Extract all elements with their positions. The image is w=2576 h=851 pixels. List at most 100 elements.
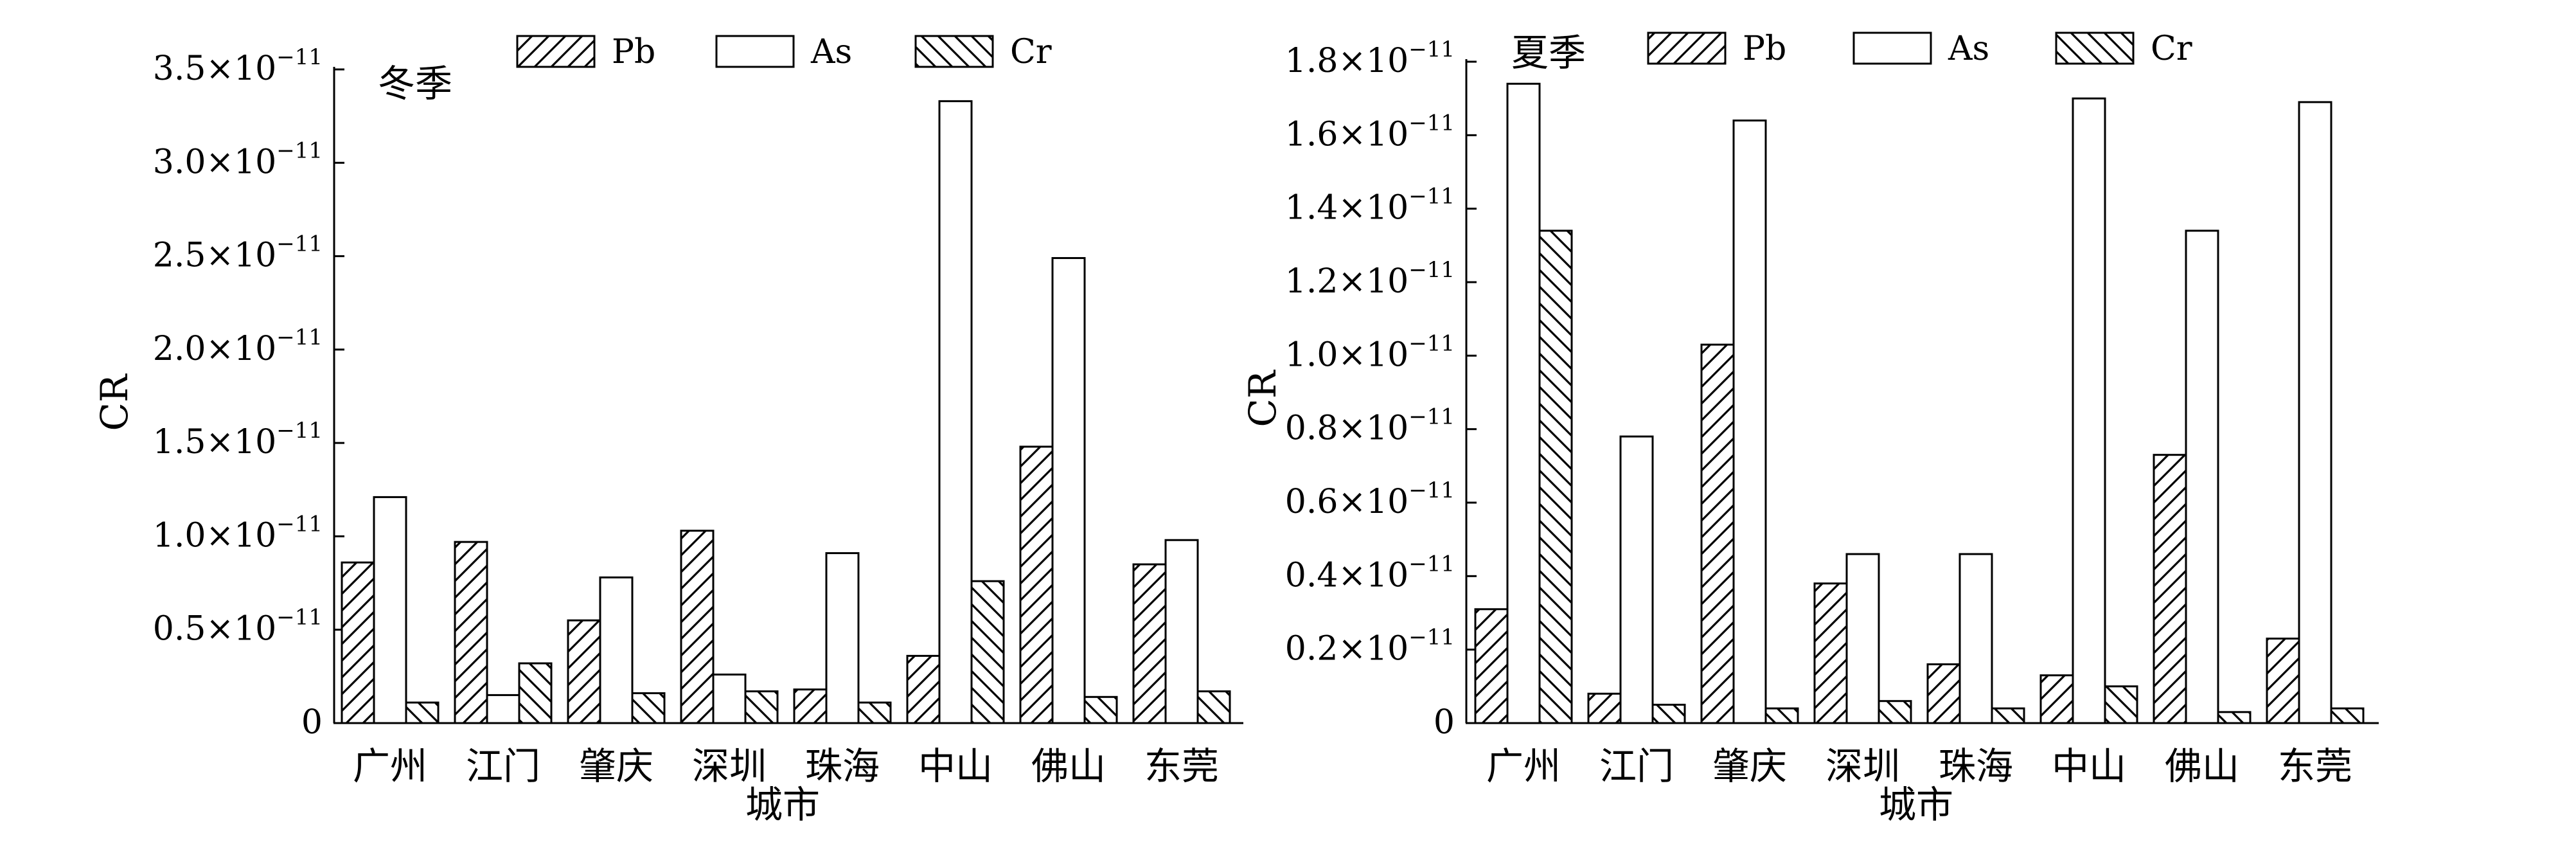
y-tick-label: 1.0×10−11	[153, 511, 323, 555]
bar-pb-2	[567, 619, 601, 724]
bar-as-6	[2185, 229, 2219, 724]
bar-as-2	[1732, 119, 1767, 724]
bar-as-6	[1051, 256, 1086, 724]
bar-pb-1	[1587, 692, 1622, 724]
legend-swatch-as	[715, 35, 795, 68]
legend-swatch-pb	[516, 35, 596, 68]
y-tick-label: 1.2×10−11	[1285, 257, 1455, 301]
bar-cr-3	[744, 690, 779, 724]
x-tick-label: 肇庆	[579, 744, 653, 788]
bar-cr-7	[1196, 690, 1231, 724]
x-axis-label: 城市	[1879, 783, 1953, 827]
y-tick-label: 1.4×10−11	[1285, 184, 1455, 228]
bar-as-3	[1845, 553, 1880, 724]
bar-pb-5	[2039, 674, 2074, 724]
bar-as-0	[373, 496, 407, 724]
legend-swatch-cr	[2055, 31, 2135, 65]
bar-as-7	[1164, 539, 1199, 724]
y-tick-label: 1.5×10−11	[153, 418, 323, 461]
bar-as-1	[486, 694, 520, 724]
bar-pb-6	[2153, 454, 2187, 724]
x-tick-label: 江门	[466, 744, 540, 788]
x-tick-label: 深圳	[1825, 744, 1900, 788]
bar-cr-4	[857, 701, 892, 724]
bar-as-7	[2298, 101, 2332, 724]
y-tick-label: 3.0×10−11	[153, 138, 323, 181]
bar-as-3	[712, 673, 747, 724]
bar-pb-5	[906, 654, 941, 724]
bar-pb-7	[2266, 638, 2300, 724]
summer-chart-panel: 0 0.2×10−11 0.4×10−11 0.6×10−11 0.8×10−11 1.0…	[1241, 30, 2379, 827]
legend-label-as: As	[810, 33, 852, 71]
winter-chart-panel: 0 0.5×10−11 1.0×10−11 1.5×10−11 2.0×10−11 2.5…	[93, 33, 1243, 827]
bar-pb-0	[341, 561, 375, 724]
x-tick-label: 中山	[2052, 744, 2126, 788]
x-tick-label: 广州	[1486, 744, 1561, 788]
y-tick-label: 0.2×10−11	[1285, 625, 1455, 668]
x-tick-label: 深圳	[692, 744, 767, 788]
x-tick-label: 佛山	[1031, 744, 1106, 788]
bar-cr-1	[518, 662, 553, 724]
bar-cr-1	[1651, 703, 1686, 724]
legend-label-cr: Cr	[1010, 33, 1052, 71]
y-tick-label: 1.0×10−11	[1285, 330, 1455, 374]
legend-label-cr: Cr	[2151, 30, 2192, 68]
y-tick-label: 1.6×10−11	[1285, 110, 1455, 154]
bar-pb-4	[793, 688, 828, 724]
y-tick-label: 0.4×10−11	[1285, 551, 1455, 595]
y-tick-label: 2.5×10−11	[153, 231, 323, 275]
bar-pb-3	[1813, 582, 1848, 724]
y-tick-label: 0.5×10−11	[153, 605, 323, 649]
bar-as-1	[1619, 435, 1654, 724]
y-tick-label: 2.0×10−11	[153, 325, 323, 368]
bar-cr-7	[2330, 707, 2365, 724]
x-tick-label: 珠海	[805, 744, 880, 788]
x-tick-label: 中山	[918, 744, 993, 788]
y-tick-label: 0.6×10−11	[1285, 478, 1455, 521]
bar-pb-2	[1700, 343, 1735, 724]
y-tick-label: 3.5×10−11	[153, 44, 323, 88]
x-tick-label: 珠海	[1939, 744, 2013, 788]
bar-cr-5	[2104, 685, 2138, 724]
bar-as-4	[1959, 553, 1993, 724]
x-tick-label: 肇庆	[1712, 744, 1787, 788]
x-tick-label: 江门	[1599, 744, 1674, 788]
y-axis-label: CR	[93, 373, 136, 431]
y-tick-label: 0	[1434, 703, 1455, 742]
legend-swatch-pb	[1647, 31, 1727, 65]
bar-as-0	[1506, 82, 1541, 724]
season-annotation: 冬季	[378, 62, 452, 105]
y-tick-label: 1.8×10−11	[1285, 37, 1455, 80]
bar-cr-2	[631, 692, 666, 724]
bar-pb-6	[1019, 445, 1054, 724]
bar-pb-1	[454, 541, 488, 724]
y-axis-label: CR	[1241, 369, 1284, 427]
legend-label-as: As	[1948, 30, 1989, 68]
legend-swatch-cr	[914, 35, 994, 68]
bar-as-4	[825, 552, 860, 724]
bar-cr-3	[1878, 700, 1912, 724]
bar-as-2	[599, 576, 634, 724]
bar-pb-3	[680, 530, 715, 724]
y-tick-label: 0	[301, 703, 323, 742]
legend-label-pb: Pb	[612, 33, 655, 71]
season-annotation: 夏季	[1511, 31, 1586, 75]
bar-cr-0	[1538, 229, 1573, 724]
bar-cr-6	[2217, 711, 2252, 724]
bar-cr-2	[1764, 707, 1799, 724]
x-axis-label: 城市	[745, 783, 820, 827]
bar-as-5	[938, 100, 973, 724]
y-tick-label: 0.8×10−11	[1285, 404, 1455, 448]
bar-cr-4	[1991, 707, 2025, 724]
bar-pb-7	[1132, 563, 1167, 724]
legend-swatch-as	[1852, 31, 1932, 65]
legend-label-pb: Pb	[1743, 30, 1786, 68]
bar-as-5	[2072, 97, 2106, 724]
bar-cr-6	[1083, 695, 1118, 724]
x-tick-label: 佛山	[2165, 744, 2239, 788]
x-tick-label: 广州	[353, 744, 427, 788]
bar-pb-4	[1926, 663, 1961, 724]
bar-pb-0	[1474, 608, 1509, 724]
bar-cr-5	[970, 580, 1005, 724]
